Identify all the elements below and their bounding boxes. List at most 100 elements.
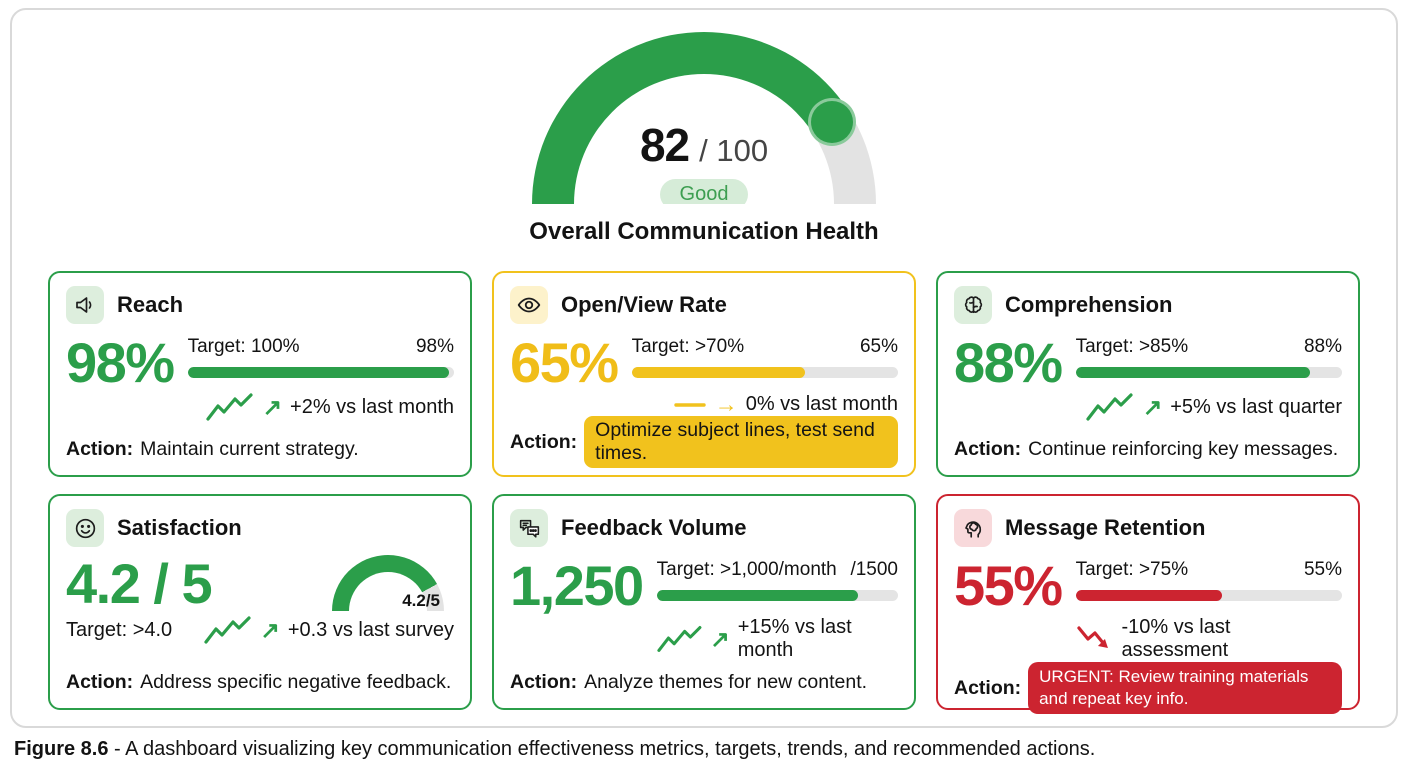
- card-header: Open/View Rate: [510, 286, 898, 324]
- card-main: 88% Target: >85% 88% ↗ +5% vs last quart…: [954, 334, 1342, 421]
- figure-number: Figure 8.6: [14, 738, 109, 760]
- trend-label: +15% vs last month: [737, 616, 852, 661]
- target-row: Target: >1,000/month /1500: [657, 559, 898, 581]
- card-main: 4.2 / 5 4.2/5: [66, 555, 454, 612]
- card-header: Feedback Volume: [510, 509, 898, 547]
- target-label: Target: >85%: [1075, 336, 1189, 357]
- card-title: Feedback Volume: [561, 515, 747, 540]
- mini-gauge-label: 4.2/5: [402, 591, 440, 610]
- target-trend-row: Target: >4.0 ↗ +0.3 vs last survey: [66, 616, 454, 644]
- target-row: Target: 100% 98%: [188, 336, 454, 358]
- chat-bubbles-icon: [510, 509, 548, 547]
- metric-value: 88%: [954, 331, 1063, 394]
- card-message-retention: Message Retention 55% Target: >75% 55%: [936, 494, 1360, 715]
- target-row: Target: >70% 65%: [632, 336, 898, 358]
- card-title: Satisfaction: [117, 515, 242, 540]
- action-text: Analyze themes for new content.: [584, 671, 868, 693]
- card-title: Open/View Rate: [561, 292, 727, 317]
- trend-down-icon: [1076, 626, 1108, 648]
- action-label: Action:: [66, 671, 134, 693]
- trend-label: 0% vs last month: [745, 393, 898, 415]
- card-title: Reach: [117, 292, 184, 317]
- card-open-view-rate: Open/View Rate 65% Target: >70% 65% → 0%: [492, 271, 916, 477]
- overall-title: Overall Communication Health: [529, 218, 879, 245]
- card-satisfaction: Satisfaction 4.2 / 5 4.2/5 Target: >4.0 …: [48, 494, 472, 710]
- progress-fill: [1075, 367, 1311, 378]
- figure-caption: Figure 8.6 - A dashboard visualizing key…: [14, 738, 1095, 761]
- card-feedback-volume: Feedback Volume 1,250 Target: >1,000/mon…: [492, 494, 916, 710]
- metric-value: 55%: [954, 554, 1063, 617]
- card-header: Message Retention: [954, 509, 1342, 547]
- trend-label: +2% vs last month: [290, 395, 454, 418]
- progress-track: [1075, 590, 1342, 601]
- card-main: 98% Target: 100% 98% ↗ +2% vs last month: [66, 334, 454, 421]
- overall-gauge: 82 / 100 Good: [532, 32, 876, 204]
- trend-flat-icon: [674, 402, 706, 407]
- head-brain-icon: [954, 509, 992, 547]
- satisfaction-mini-gauge: 4.2/5: [332, 555, 444, 611]
- trend-row: ↗ +2% vs last month: [188, 393, 454, 421]
- trend-row: ↗ +0.3 vs last survey: [203, 616, 454, 644]
- gauge-center: 82 / 100 Good: [532, 118, 876, 204]
- progress-fill: [631, 367, 805, 378]
- action-label: Action:: [954, 676, 1022, 699]
- action-row: Action: Address specific negative feedba…: [66, 671, 454, 694]
- kpi-cards: Reach 98% Target: 100% 98% ↗ +2% vs last: [12, 271, 1396, 715]
- metric-value: 65%: [510, 331, 619, 394]
- metric-value: 1,250: [510, 554, 644, 617]
- action-label: Action:: [66, 438, 134, 460]
- progress-fill: [656, 590, 858, 601]
- card-reach: Reach 98% Target: 100% 98% ↗ +2% vs last: [48, 271, 472, 477]
- action-label: Action:: [954, 438, 1022, 460]
- card-header: Reach: [66, 286, 454, 324]
- trend-up-icon: [206, 393, 253, 421]
- target-row: Target: >85% 88%: [1076, 336, 1342, 358]
- action-label: Action:: [510, 430, 578, 453]
- metric-value: 4.2 / 5: [66, 552, 213, 615]
- card-header: Satisfaction: [66, 509, 454, 547]
- megaphone-icon: [66, 286, 104, 324]
- action-highlight: Optimize subject lines, test send times.: [584, 416, 898, 468]
- action-row: Action: Continue reinforcing key message…: [954, 438, 1342, 461]
- target-label: Target: >4.0: [66, 618, 173, 641]
- progress-track: [656, 590, 898, 601]
- target-label: Target: >70%: [631, 336, 745, 357]
- card-header: Comprehension: [954, 286, 1342, 324]
- dashboard-panel: 82 / 100 Good Overall Communication Heal…: [10, 8, 1398, 728]
- target-label: Target: 100%: [187, 336, 300, 357]
- trend-label: +0.3 vs last survey: [287, 618, 454, 641]
- action-row: Action: Optimize subject lines, test sen…: [510, 416, 898, 468]
- trend-row: -10% vs last assessment: [1076, 616, 1342, 662]
- trend-up-icon: [203, 616, 251, 644]
- action-row: Action: URGENT: Review training material…: [954, 662, 1342, 715]
- card-title: Comprehension: [1005, 292, 1173, 317]
- trend-up-icon: [657, 626, 702, 652]
- progress-track: [1075, 367, 1342, 378]
- brain-icon: [954, 286, 992, 324]
- card-comprehension: Comprehension 88% Target: >85% 88% ↗ +5%: [936, 271, 1360, 477]
- target-row: Target: >75% 55%: [1076, 559, 1342, 581]
- trend-label: -10% vs last assessment: [1121, 616, 1231, 661]
- trend-up-icon: [1086, 393, 1133, 421]
- action-highlight: URGENT: Review training materials and re…: [1028, 662, 1342, 715]
- arrow-right-icon: →: [714, 391, 738, 417]
- progress-track: [187, 367, 454, 378]
- action-text: Maintain current strategy.: [140, 438, 359, 460]
- card-main: 65% Target: >70% 65% → 0% vs last month: [510, 334, 898, 416]
- action-text: Continue reinforcing key messages.: [1028, 438, 1339, 460]
- progress-fill: [1075, 590, 1223, 601]
- action-row: Action: Analyze themes for new content.: [510, 671, 898, 694]
- card-title: Message Retention: [1005, 515, 1206, 540]
- arrow-up-right-icon: ↗: [260, 616, 280, 643]
- arrow-up-right-icon: ↗: [262, 393, 283, 420]
- metric-value: 98%: [66, 331, 175, 394]
- score-total: / 100: [699, 133, 769, 168]
- target-label: Target: >75%: [1075, 559, 1189, 580]
- target-label: Target: >1,000/month: [656, 559, 837, 580]
- trend-label: +5% vs last quarter: [1170, 395, 1342, 418]
- card-main: 1,250 Target: >1,000/month /1500 ↗ +15% …: [510, 557, 898, 662]
- action-label: Action:: [510, 671, 578, 693]
- score-value: 82: [639, 119, 690, 171]
- action-row: Action: Maintain current strategy.: [66, 438, 454, 461]
- current-label: 98%: [415, 336, 454, 357]
